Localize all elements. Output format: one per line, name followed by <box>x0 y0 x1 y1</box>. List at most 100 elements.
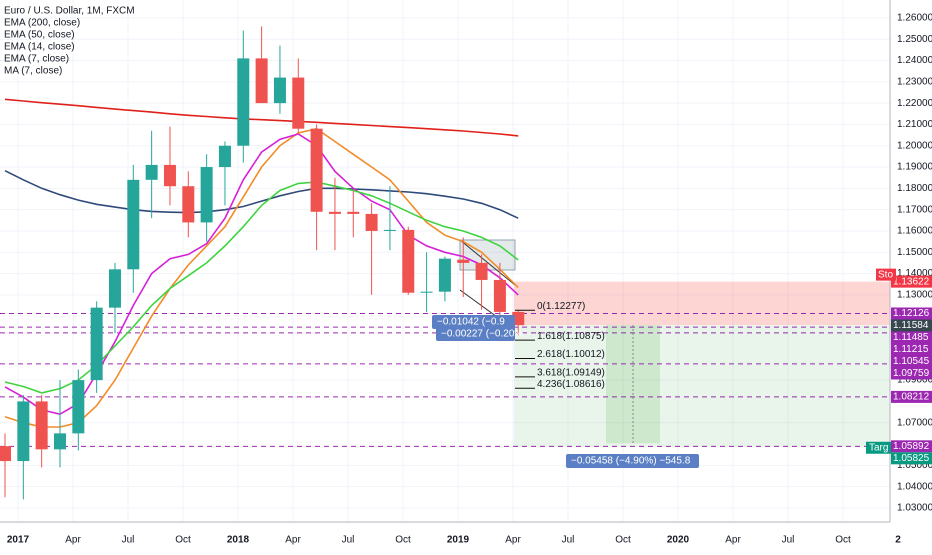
candle-body <box>365 213 378 231</box>
candle-body <box>72 380 85 434</box>
price-badge <box>891 343 932 356</box>
x-tick-label: 2017 <box>7 535 30 546</box>
legend-entry: EMA (200, close) <box>4 18 80 29</box>
price-badge-label: 1.08212 <box>893 392 930 403</box>
y-tick-label: 1.07000 <box>897 417 932 428</box>
candle-body <box>200 167 213 223</box>
y-tick-label: 1.17000 <box>897 204 932 215</box>
x-tick-label: Oct <box>175 535 191 546</box>
y-tick-label: 1.05000 <box>897 460 932 471</box>
price-badge <box>891 390 932 403</box>
candle-body <box>108 269 121 308</box>
y-tick-label: 1.23000 <box>897 76 932 87</box>
indicator-line <box>4 133 519 416</box>
x-tick-label: Oct <box>615 535 631 546</box>
candle-body <box>292 77 305 129</box>
y-tick-label: 1.20000 <box>897 140 932 151</box>
candle-body <box>163 164 176 187</box>
candle-body <box>457 259 470 263</box>
candle-body <box>237 58 250 146</box>
candle-body <box>402 229 415 293</box>
measure-label: −0.00227 (−0.20% <box>441 329 523 340</box>
candle-body <box>383 229 396 231</box>
measure-box <box>432 315 515 329</box>
x-tick-label: Jul <box>342 535 355 546</box>
legend-entry: EMA (14, close) <box>4 42 75 53</box>
y-tick-label: 1.15000 <box>897 247 932 258</box>
x-tick-label: Apr <box>725 535 741 546</box>
price-badge <box>891 275 932 288</box>
indicator-line <box>4 127 519 428</box>
measure-label: −0.01042 (−0.9 <box>437 317 505 328</box>
legend-entry: EMA (7, close) <box>4 54 69 65</box>
x-tick-label: Oct <box>835 535 851 546</box>
target-zone <box>514 325 890 447</box>
axis: 1.26000 1.25000 1.24000 1.23000 1.22000 1.210… <box>7 13 932 546</box>
y-tick-label: 1.09000 <box>897 375 932 386</box>
x-tick-label: 2020 <box>667 535 690 546</box>
y-tick-label: 1.25000 <box>897 34 932 45</box>
price-badge-label: 1.11485 <box>893 332 929 343</box>
y-tick-label: 1.04000 <box>897 481 932 492</box>
price-badge <box>891 355 932 368</box>
target-tag <box>866 441 891 454</box>
fib-label: 3.618(1.09149) <box>537 368 605 379</box>
x-tick-label: 2 <box>895 535 901 546</box>
y-tick-label: 1.22000 <box>897 98 932 109</box>
price-badge-label: 1.05825 <box>893 453 930 464</box>
candle-body <box>53 433 66 450</box>
legend-entry: MA (7, close) <box>4 66 62 77</box>
price-badge <box>891 331 932 344</box>
candle-body <box>512 311 525 326</box>
price-badge-label: 1.11215 <box>893 344 929 355</box>
candle-body <box>438 258 451 292</box>
x-tick-label: Oct <box>395 535 411 546</box>
x-tick-label: 2018 <box>227 535 250 546</box>
stop-zone <box>514 281 890 326</box>
chart-title: Euro / U.S. Dollar, 1M, FXCM <box>4 6 135 17</box>
y-tick-label: 1.03000 <box>897 503 932 514</box>
x-tick-label: Jul <box>122 535 135 546</box>
y-tick-label: 1.18000 <box>897 183 932 194</box>
annotations: 0(1.12277) 1.618(1.10875) 2.618(1.10012) 3.… <box>432 301 699 468</box>
candle-body <box>127 179 140 270</box>
projection-zone <box>606 325 660 444</box>
candle-body <box>17 401 30 462</box>
legend: Euro / U.S. Dollar, 1M, FXCM EMA (200, c… <box>4 6 135 77</box>
fib-label: 0(1.12277) <box>537 301 585 312</box>
candle-body <box>145 164 158 180</box>
candle-body <box>35 401 48 450</box>
legend-entry: EMA (50, close) <box>4 30 75 41</box>
y-tick-label: 1.14000 <box>897 268 932 279</box>
candle-body <box>347 211 360 214</box>
candle-body <box>218 145 231 168</box>
candle-body <box>90 307 103 381</box>
y-tick-label: 1.24000 <box>897 55 932 66</box>
candle-body <box>255 58 268 104</box>
plot <box>0 26 525 500</box>
y-tick-label: 1.13000 <box>897 290 932 301</box>
candle-body <box>493 279 506 312</box>
fib-label: 2.618(1.10012) <box>537 349 605 360</box>
candle-body <box>310 128 323 212</box>
y-tick-label: 1.16000 <box>897 226 932 237</box>
price-badge-label: 1.12126 <box>893 308 930 319</box>
stop-tag-label: Sto <box>878 269 893 280</box>
price-badge <box>891 452 932 465</box>
price-badge-label: 1.09759 <box>893 368 930 379</box>
price-badge <box>891 307 932 320</box>
x-tick-label: Apr <box>285 535 301 546</box>
price-badge-label: 1.10545 <box>893 356 930 367</box>
fib-label: 4.236(1.08616) <box>537 379 605 390</box>
y-tick-label: 1.26000 <box>897 13 932 24</box>
y-tick-label: 1.19000 <box>897 162 932 173</box>
candle-body <box>273 77 286 104</box>
measure-box <box>566 454 699 468</box>
measure-label: −0.05458 (−4.90%) −545.8 <box>571 456 691 467</box>
indicator-line <box>4 169 519 219</box>
indicator-line <box>4 98 519 137</box>
candle-body <box>420 291 433 293</box>
price-badge-label: 1.05892 <box>893 441 930 452</box>
